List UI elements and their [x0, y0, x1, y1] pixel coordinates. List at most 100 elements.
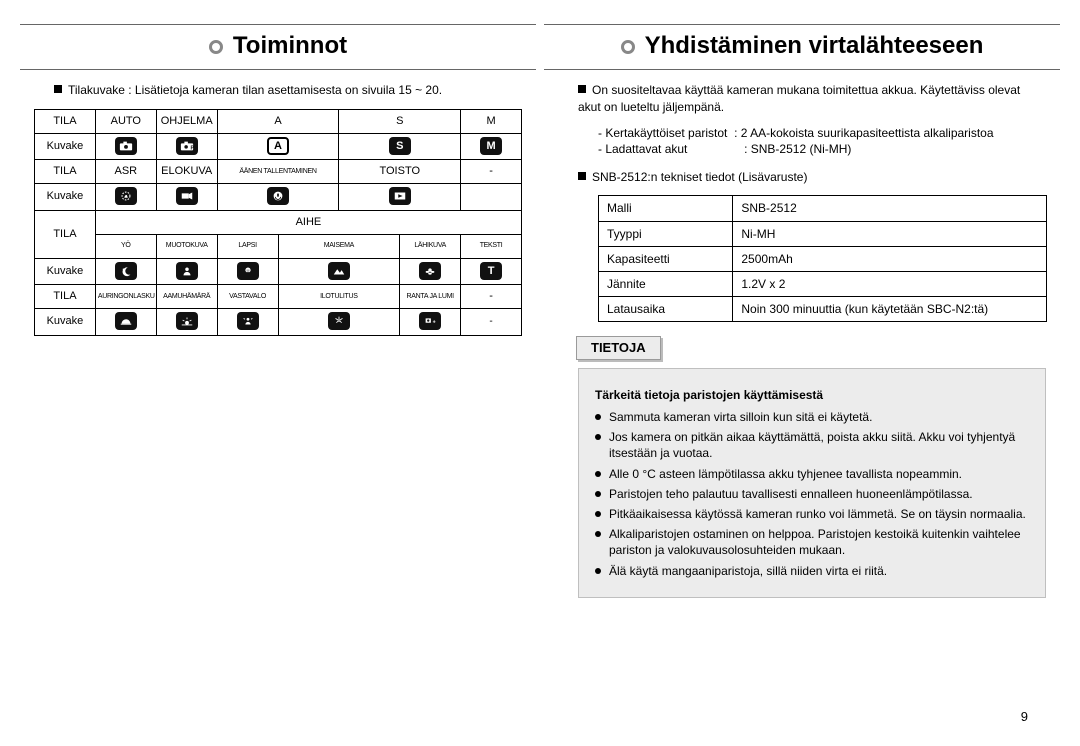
spec-value: Ni-MH — [733, 221, 1047, 246]
aihe-icon-backlight — [217, 309, 278, 336]
mode-header: ÄÄNEN TALLENTAMINEN — [217, 160, 339, 184]
mode-header: M — [461, 109, 522, 133]
info-subtitle: Tärkeitä tietoja paristojen käyttämisest… — [595, 387, 1031, 403]
spec-value: Noin 300 minuuttia (kun käytetään SBC-N2… — [733, 297, 1047, 322]
aihe-header: LÄHIKUVA — [400, 234, 461, 258]
row-label-tila: TILA — [35, 210, 96, 258]
mode-icon-camera — [95, 133, 156, 160]
spec-key: Kapasiteetti — [599, 246, 733, 271]
aihe-icon-empty: - — [461, 309, 522, 336]
mode-icon-asr — [95, 184, 156, 211]
info-bullet: Pitkäaikaisessa käytössä kameran runko v… — [595, 506, 1031, 522]
aihe-icon-beach: + — [400, 309, 461, 336]
aihe-icon-text: T — [461, 258, 522, 285]
info-tab: TIETOJA — [576, 336, 661, 360]
aihe-icon-child — [217, 258, 278, 285]
functions-intro: Tilakuvake : Lisätietoja kameran tilan a… — [54, 82, 522, 98]
page-number: 9 — [1021, 708, 1028, 726]
row-label-tila: TILA — [35, 285, 96, 309]
square-bullet-icon — [578, 172, 586, 180]
mode-icon-play — [339, 184, 461, 211]
power-intro-text: On suositeltavaa käyttää kameran mukana … — [578, 83, 1020, 113]
spec-key: Malli — [599, 196, 733, 221]
spec-title: SNB-2512:n tekniset tiedot (Lisävaruste) — [592, 170, 807, 184]
aihe-icon-portrait — [156, 258, 217, 285]
sub2-value: : SNB-2512 (Ni-MH) — [744, 142, 851, 156]
sub1-value: : 2 AA-kokoista suurikapasiteettista alk… — [734, 126, 993, 140]
row-label-kuvake: Kuvake — [35, 258, 96, 285]
spec-key: Jännite — [599, 271, 733, 296]
spec-key: Latausaika — [599, 297, 733, 322]
info-bullet-list: Sammuta kameran virta silloin kun sitä e… — [595, 409, 1031, 579]
mode-header: AUTO — [95, 109, 156, 133]
mode-header: OHJELMA — [156, 109, 217, 133]
sub1-label: - Kertakäyttöiset paristot — [598, 126, 727, 140]
info-bullet: Jos kamera on pitkän aikaa käyttämättä, … — [595, 429, 1031, 461]
aihe-header: TEKSTI — [461, 234, 522, 258]
ring-bullet-icon — [621, 40, 635, 54]
power-heading: Yhdistäminen virtalähteeseen — [558, 24, 1046, 70]
mode-icon-camera-p: P — [156, 133, 217, 160]
spec-title-line: SNB-2512:n tekniset tiedot (Lisävaruste) — [578, 169, 1046, 185]
aihe-icon-landscape — [278, 258, 400, 285]
power-title: Yhdistäminen virtalähteeseen — [645, 32, 984, 59]
info-bullet: Paristojen teho palautuu tavallisesti en… — [595, 486, 1031, 502]
aihe-header: MUOTOKUVA — [156, 234, 217, 258]
spec-value: SNB-2512 — [733, 196, 1047, 221]
functions-title: Toiminnot — [233, 32, 347, 59]
info-bullet: Alkaliparistojen ostaminen on helppoa. P… — [595, 526, 1031, 558]
info-bullet: Sammuta kameran virta silloin kun sitä e… — [595, 409, 1031, 425]
aihe-header: - — [461, 285, 522, 309]
row-label-kuvake: Kuvake — [35, 184, 96, 211]
power-column: Yhdistäminen virtalähteeseen On suositel… — [558, 24, 1046, 598]
svg-text:P: P — [190, 145, 194, 151]
mode-icon-m: M — [461, 133, 522, 160]
intro-prefix: Tilakuvake : — [68, 83, 135, 97]
aihe-header: AAMUHÄMÄRÄ — [156, 285, 217, 309]
row-label-tila: TILA — [35, 109, 96, 133]
aihe-header: LAPSI — [217, 234, 278, 258]
power-sub1: - Kertakäyttöiset paristot : 2 AA-kokois… — [598, 125, 1046, 157]
functions-heading: Toiminnot — [34, 24, 522, 70]
square-bullet-icon — [578, 85, 586, 93]
mode-header: A — [217, 109, 339, 133]
square-bullet-icon — [54, 85, 62, 93]
aihe-label: AIHE — [95, 210, 521, 234]
info-box: Tärkeitä tietoja paristojen käyttämisest… — [578, 368, 1046, 598]
row-label-kuvake: Kuvake — [35, 309, 96, 336]
ring-bullet-icon — [209, 40, 223, 54]
svg-text:+: + — [433, 320, 436, 326]
row-label-tila: TILA — [35, 160, 96, 184]
mode-header: S — [339, 109, 461, 133]
functions-column: Toiminnot Tilakuvake : Lisätietoja kamer… — [34, 24, 522, 598]
sub2-label: - Ladattavat akut — [598, 142, 687, 156]
aihe-header: YÖ — [95, 234, 156, 258]
mode-header: - — [461, 160, 522, 184]
info-bullet: Alle 0 °C asteen lämpötilassa akku tyhje… — [595, 466, 1031, 482]
mode-header: ASR — [95, 160, 156, 184]
spec-key: Tyyppi — [599, 221, 733, 246]
aihe-header: ILOTULITUS — [278, 285, 400, 309]
mode-icon-mic — [217, 184, 339, 211]
aihe-header: MAISEMA — [278, 234, 400, 258]
aihe-header: RANTA JA LUMI — [400, 285, 461, 309]
mode-header: ELOKUVA — [156, 160, 217, 184]
aihe-header: VASTAVALO — [217, 285, 278, 309]
mode-icon-s: S — [339, 133, 461, 160]
mode-header: TOISTO — [339, 160, 461, 184]
aihe-icon-night — [95, 258, 156, 285]
spec-table: MalliSNB-2512 TyyppiNi-MH Kapasiteetti25… — [598, 195, 1047, 322]
mode-table: TILA AUTO OHJELMA A S M Kuvake P A S M T… — [34, 109, 522, 336]
aihe-header: AURINGONLASKU — [95, 285, 156, 309]
power-intro: On suositeltavaa käyttää kameran mukana … — [578, 82, 1046, 114]
mode-icon-a: A — [217, 133, 339, 160]
aihe-icon-sunset — [95, 309, 156, 336]
aihe-icon-fireworks — [278, 309, 400, 336]
aihe-icon-closeup — [400, 258, 461, 285]
mode-icon-empty — [461, 184, 522, 211]
spec-value: 2500mAh — [733, 246, 1047, 271]
aihe-icon-dawn — [156, 309, 217, 336]
row-label-kuvake: Kuvake — [35, 133, 96, 160]
info-bullet: Älä käytä mangaaniparistoja, sillä niide… — [595, 563, 1031, 579]
mode-icon-film — [156, 184, 217, 211]
